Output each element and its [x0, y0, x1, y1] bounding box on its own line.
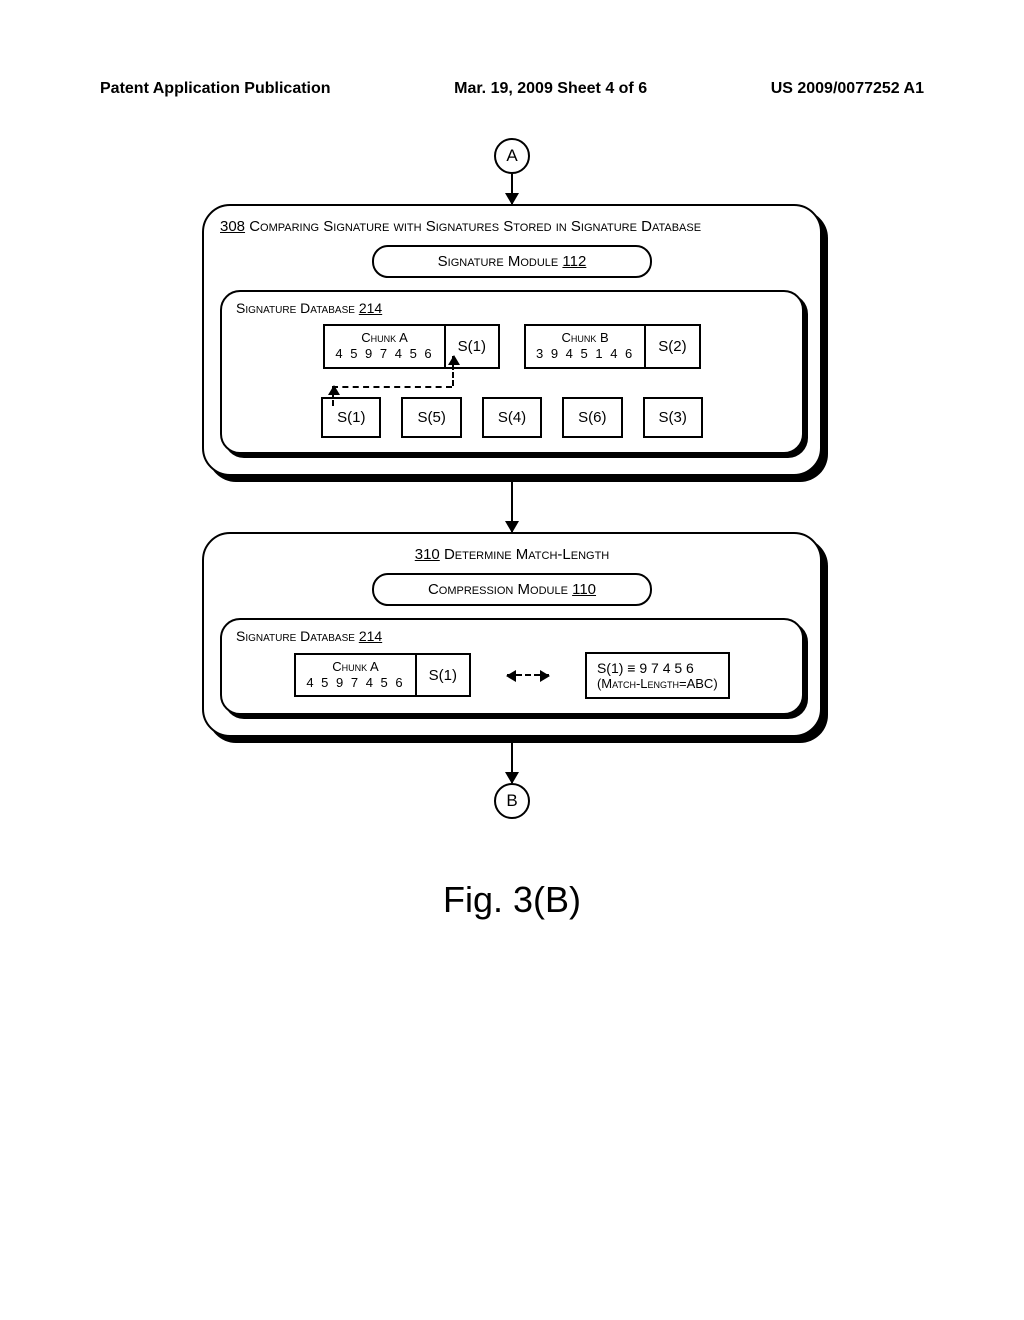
dashed-double-arrow-icon [507, 674, 549, 676]
match-line2: (Match-Length=ABC) [597, 676, 718, 691]
panel-310-title: 310 Determine Match-Length [220, 546, 804, 563]
panel-308-title: 308 Comparing Signature with Signatures … [220, 218, 804, 235]
module-number: 110 [572, 581, 596, 598]
panel-308: 308 Comparing Signature with Signatures … [202, 204, 822, 476]
header-right: US 2009/0077252 A1 [771, 80, 924, 98]
chunk-digits: 4 5 9 7 4 5 6 [335, 346, 433, 362]
header-left: Patent Application Publication [100, 80, 331, 98]
sig-box: S(5) [401, 397, 461, 438]
module-number: 112 [562, 253, 586, 270]
signature-module-pill: Signature Module 112 [372, 245, 652, 278]
signature-database-308: Signature Database 214 Chunk A 4 5 9 7 4… [220, 290, 804, 454]
db-number: 214 [359, 300, 382, 316]
db-title: Signature Database 214 [236, 300, 788, 316]
panel-310: 310 Determine Match-Length Compression M… [202, 532, 822, 737]
db-title-text: Signature Database [236, 300, 355, 316]
chunk-digits: 4 5 9 7 4 5 6 [306, 675, 404, 691]
step-number: 308 [220, 218, 245, 235]
chunk-sig: S(2) [644, 326, 698, 367]
patent-header: Patent Application Publication Mar. 19, … [100, 80, 924, 98]
match-box: S(1) ≡ 9 7 4 5 6 (Match-Length=ABC) [585, 652, 730, 699]
db-number: 214 [359, 628, 382, 644]
header-mid: Mar. 19, 2009 Sheet 4 of 6 [454, 80, 647, 98]
step-title-text: Comparing Signature with Signatures Stor… [249, 218, 701, 235]
match-row: Chunk A 4 5 9 7 4 5 6 S(1) S(1) ≡ 9 7 4 … [236, 652, 788, 699]
dashed-arrow-up-icon [452, 356, 454, 386]
chunk-a: Chunk A 4 5 9 7 4 5 6 S(1) [323, 324, 500, 369]
figure-caption: Fig. 3(B) [100, 879, 924, 921]
chunk-name: Chunk A [335, 330, 433, 346]
arrow-down-icon [511, 174, 513, 204]
sig-box: S(3) [643, 397, 703, 438]
compression-module-pill: Compression Module 110 [372, 573, 652, 606]
chunk-sig: S(1) [415, 655, 469, 696]
sig-box: S(1) [321, 397, 381, 438]
signature-database-310: Signature Database 214 Chunk A 4 5 9 7 4… [220, 618, 804, 715]
sig-box: S(6) [562, 397, 622, 438]
arrow-down-icon [511, 737, 513, 783]
step-number: 310 [415, 546, 440, 563]
flowchart: A 308 Comparing Signature with Signature… [202, 138, 822, 819]
connector-b: B [494, 783, 530, 819]
module-label: Signature Module [438, 253, 559, 270]
sig-box: S(4) [482, 397, 542, 438]
chunk-name: Chunk B [536, 330, 634, 346]
db-title: Signature Database 214 [236, 628, 788, 644]
match-line1: S(1) ≡ 9 7 4 5 6 [597, 660, 718, 676]
chunk-b: Chunk B 3 9 4 5 1 4 6 S(2) [524, 324, 701, 369]
dashed-line-icon [332, 386, 452, 388]
step-title-text: Determine Match-Length [444, 546, 609, 563]
arrow-down-icon [511, 476, 513, 532]
signature-row: S(1) S(5) S(4) S(6) S(3) [236, 397, 788, 438]
chunk-name: Chunk A [306, 659, 404, 675]
chunk-row: Chunk A 4 5 9 7 4 5 6 S(1) Chunk B 3 9 4… [236, 324, 788, 369]
chunk-digits: 3 9 4 5 1 4 6 [536, 346, 634, 362]
page: Patent Application Publication Mar. 19, … [0, 0, 1024, 1320]
connector-a: A [494, 138, 530, 174]
chunk-a-310: Chunk A 4 5 9 7 4 5 6 S(1) [294, 653, 471, 698]
module-label: Compression Module [428, 581, 568, 598]
dashed-line-icon [332, 386, 334, 406]
db-title-text: Signature Database [236, 628, 355, 644]
